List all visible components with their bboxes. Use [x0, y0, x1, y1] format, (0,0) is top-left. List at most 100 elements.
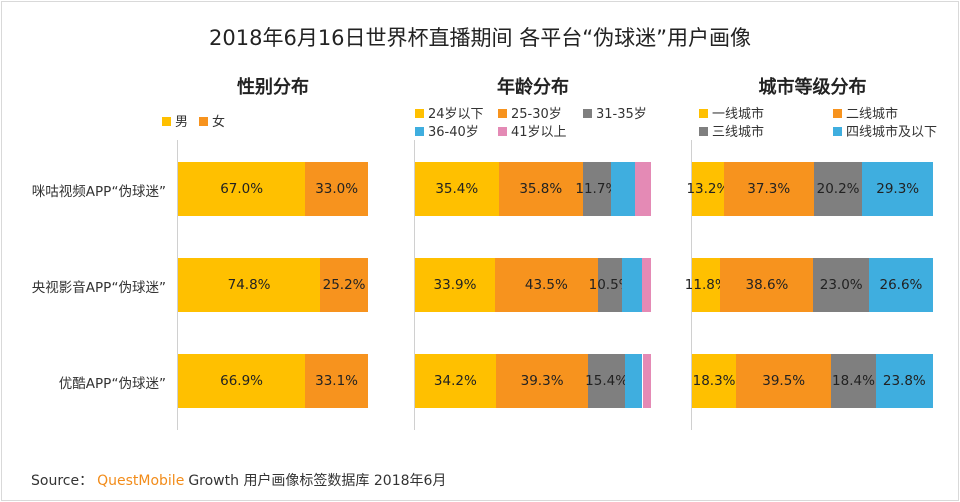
data-label: 13.2%	[686, 181, 730, 197]
row-label: 优酷APP“伪球迷”	[58, 376, 166, 392]
row-label: 咪咕视频APP“伪球迷”	[31, 184, 166, 200]
legend-item: 三线城市	[699, 121, 764, 140]
bar-segment	[583, 162, 611, 216]
legend-label: 四线城市及以下	[846, 125, 938, 140]
bar-segment	[692, 162, 724, 216]
bar-segment	[868, 258, 933, 312]
data-label: 33.0%	[315, 181, 359, 197]
data-label: 23.0%	[819, 277, 863, 293]
bar-segment	[622, 258, 642, 312]
data-label: 43.5%	[524, 277, 568, 293]
legend-swatch	[498, 109, 507, 118]
data-label: 74.8%	[227, 277, 271, 293]
bar-segment	[720, 258, 814, 312]
data-label: 18.3%	[692, 373, 736, 389]
data-label: 35.4%	[435, 181, 479, 197]
axis-line	[691, 140, 692, 430]
legend-swatch	[162, 117, 171, 126]
legend-item: 24岁以下	[415, 103, 484, 122]
bar-segment	[588, 354, 625, 408]
legend-label: 二线城市	[846, 107, 899, 122]
data-label: 34.2%	[433, 373, 477, 389]
bar-segment	[813, 162, 863, 216]
data-label: 15.4%	[585, 373, 629, 389]
axis-line	[414, 140, 415, 430]
data-label: 67.0%	[220, 181, 264, 197]
data-label: 20.2%	[816, 181, 860, 197]
data-label: 33.9%	[433, 277, 477, 293]
bar-segment	[178, 162, 306, 216]
panel-title: 年龄分布	[497, 77, 569, 98]
bar-segment	[597, 258, 623, 312]
legend-item: 41岁以上	[498, 121, 567, 140]
legend-item: 男	[162, 111, 188, 130]
data-label: 39.3%	[520, 373, 564, 389]
legend-swatch	[833, 109, 842, 118]
bar-segment	[610, 162, 635, 216]
chart-title: 2018年6月16日世界杯直播期间 各平台“伪球迷”用户画像	[209, 26, 751, 50]
panel-title: 城市等级分布	[758, 77, 867, 98]
legend-item: 一线城市	[699, 103, 764, 122]
legend-swatch	[415, 127, 424, 136]
bar-segment	[692, 354, 737, 408]
legend-label: 女	[212, 115, 226, 130]
bar-segment	[305, 162, 368, 216]
bar-segment	[495, 354, 589, 408]
data-label: 11.8%	[684, 277, 728, 293]
source-note: Source： QuestMobile Growth 用户画像标签数据库 2018年…	[31, 470, 446, 490]
bar-segment	[862, 162, 933, 216]
bar-segment	[320, 258, 368, 312]
bar-segment	[178, 354, 306, 408]
panel-title: 性别分布	[237, 77, 309, 98]
bar-segment	[415, 162, 499, 216]
data-label: 26.6%	[879, 277, 923, 293]
data-label: 23.8%	[882, 373, 926, 389]
bar-segment	[498, 162, 584, 216]
legend-label: 一线城市	[712, 107, 765, 122]
legend-swatch	[199, 117, 208, 126]
legend-item: 四线城市及以下	[833, 121, 937, 140]
source-prefix: Source：	[31, 473, 94, 489]
legend-label: 男	[175, 115, 189, 130]
data-label: 66.9%	[220, 373, 263, 389]
legend-swatch	[699, 127, 708, 136]
bar-segment	[831, 354, 876, 408]
source-brand: QuestMobile	[97, 473, 185, 489]
bar-segment	[305, 354, 368, 408]
legend-label: 36-40岁	[428, 125, 479, 140]
data-label: 29.3%	[876, 181, 920, 197]
bar-segment	[495, 258, 598, 312]
bar-segment	[813, 258, 869, 312]
legend-label: 25-30岁	[511, 107, 562, 122]
data-label: 37.3%	[747, 181, 791, 197]
legend-label: 31-35岁	[596, 107, 647, 122]
data-label: 11.7%	[575, 181, 619, 197]
axis-line	[177, 140, 178, 430]
row-label: 央视影音APP“伪球迷”	[31, 280, 166, 296]
data-label: 25.2%	[322, 277, 366, 293]
legend-item: 女	[199, 111, 225, 130]
legend-item: 36-40岁	[415, 121, 479, 140]
bar-segment	[641, 258, 651, 312]
legend-item: 二线城市	[833, 103, 898, 122]
legend-swatch	[583, 109, 592, 118]
data-label: 39.5%	[762, 373, 806, 389]
bar-segment	[415, 258, 495, 312]
data-label: 35.8%	[519, 181, 563, 197]
legend-label: 三线城市	[712, 125, 765, 140]
bar-segment	[736, 354, 832, 408]
bar-segment	[634, 162, 651, 216]
source-text: Growth 用户画像标签数据库 2018年6月	[188, 473, 447, 489]
bar-segment	[624, 354, 643, 408]
bar-segment	[642, 354, 651, 408]
data-label: 33.1%	[315, 373, 358, 389]
bar-segment	[692, 258, 721, 312]
legend-label: 41岁以上	[511, 125, 567, 140]
legend-swatch	[699, 109, 708, 118]
bar-segment	[178, 258, 321, 312]
legend-swatch	[498, 127, 507, 136]
bar-segment	[723, 162, 814, 216]
data-label: 18.4%	[832, 373, 875, 389]
data-label: 38.6%	[745, 277, 789, 293]
bar-segment	[875, 354, 933, 408]
